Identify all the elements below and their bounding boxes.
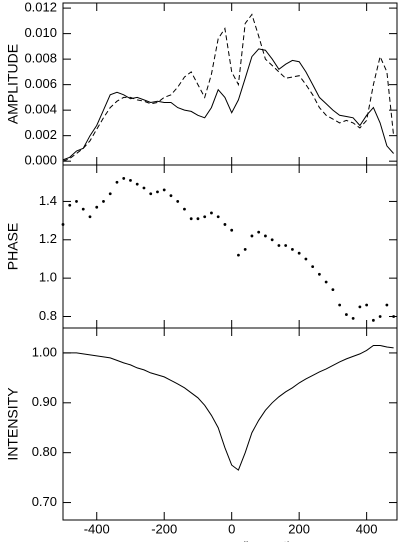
data-point [95,205,99,209]
x-axis-label: VELOCITY (km s⁻¹) [168,539,292,542]
data-point [115,180,119,184]
data-point [149,192,153,196]
y-tick-label: 0.012 [24,0,57,15]
data-point [68,203,72,207]
data-point [230,228,234,232]
data-point [291,247,294,251]
y-axis-label: AMPLITUDE [5,44,21,124]
data-point [297,251,301,255]
data-point [324,280,328,284]
data-point [189,217,193,221]
y-tick-label: 0.002 [24,127,57,142]
data-point [318,272,321,276]
data-point [344,313,348,316]
data-line [62,48,394,161]
data-point [216,215,220,219]
y-tick-label: 0.006 [24,76,57,91]
x-tick-label: -200 [151,521,177,536]
data-point [196,217,200,221]
plot-frame [62,2,398,166]
data-point [129,178,132,182]
data-point [371,318,375,322]
data-point [378,315,382,318]
data-point [88,215,92,219]
data-point [203,215,207,219]
plot-frame [62,164,398,329]
data-point [385,303,389,307]
data-point [156,190,159,194]
data-point [183,207,186,211]
data-point [223,223,227,226]
data-point [264,234,267,238]
data-point [338,303,342,307]
y-tick-label: 1.2 [39,231,57,246]
data-point [358,305,362,309]
data-point [311,265,315,269]
data-point [122,177,126,180]
y-tick-label: 0.008 [24,51,57,66]
data-point [176,200,180,203]
data-point [108,192,112,196]
data-point [270,238,274,242]
data-point [210,211,213,215]
data-point [351,317,355,320]
plot-frame [62,327,398,521]
data-point [237,253,240,257]
x-tick-label: -400 [84,521,110,536]
data-point [392,315,396,318]
data-point [277,244,281,247]
y-tick-label: 0.000 [24,153,57,168]
y-tick-label: 0.70 [32,494,57,509]
y-axis-label: INTENSITY [5,387,21,461]
y-tick-label: 1.00 [32,344,57,359]
data-point [284,244,288,247]
y-tick-label: 1.0 [39,270,57,285]
x-tick-label: 400 [356,521,378,536]
data-point [304,257,308,261]
y-tick-label: 0.8 [39,308,57,323]
data-point [135,182,139,186]
data-point [162,188,166,192]
data-point [102,200,105,203]
data-point [250,234,254,238]
y-tick-label: 0.010 [24,25,57,40]
x-tick-label: 200 [288,521,310,536]
y-tick-label: 1.4 [39,193,57,208]
x-tick-label: 0 [228,521,235,536]
data-line [62,13,395,162]
data-point [257,230,261,234]
data-point [81,207,85,211]
data-point [243,247,247,251]
data-point [169,194,173,198]
data-line [63,345,394,471]
data-point [331,288,335,292]
y-tick-label: 0.80 [32,444,57,459]
data-point [61,223,65,226]
data-point [75,200,78,203]
y-axis-label: PHASE [5,223,21,270]
data-point [142,186,146,190]
y-tick-label: 0.004 [24,102,57,117]
y-tick-label: 0.90 [32,394,57,409]
data-point [365,303,369,307]
